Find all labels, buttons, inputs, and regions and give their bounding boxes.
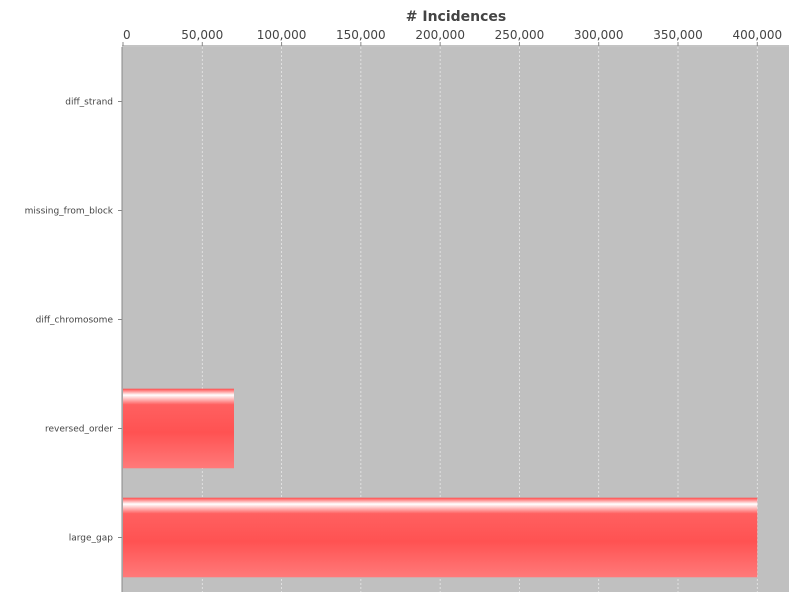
gridlines [201,47,758,592]
x-tick-label: 50,000 [181,28,223,42]
x-tick-label: 150,000 [336,28,386,42]
x-tick-labels: 0 50,000 100,000 150,000 200,000 250,000 300,0… [122,28,782,46]
category-label: missing_from_block [25,207,114,217]
x-tick-label: 100,000 [257,28,307,42]
category-label: diff_chromosome [36,316,114,326]
x-tick-label: 350,000 [653,28,703,42]
category-label: diff_strand [65,98,113,108]
bar-large-gap [123,497,758,578]
bar-reversed-order [123,388,234,469]
category-label: large_gap [69,534,114,544]
category-label: reversed_order [45,425,113,435]
category-labels: diff_strand missing_from_block diff_chromo… [25,98,122,544]
chart-title: # Incidences [406,9,507,25]
bars [123,388,758,578]
x-tick-label: 200,000 [415,28,465,42]
x-tick-label: 400,000 [732,28,782,42]
x-tick-label: 250,000 [495,28,545,42]
x-tick-label: 300,000 [574,28,624,42]
x-tick-label: 0 [123,28,131,42]
